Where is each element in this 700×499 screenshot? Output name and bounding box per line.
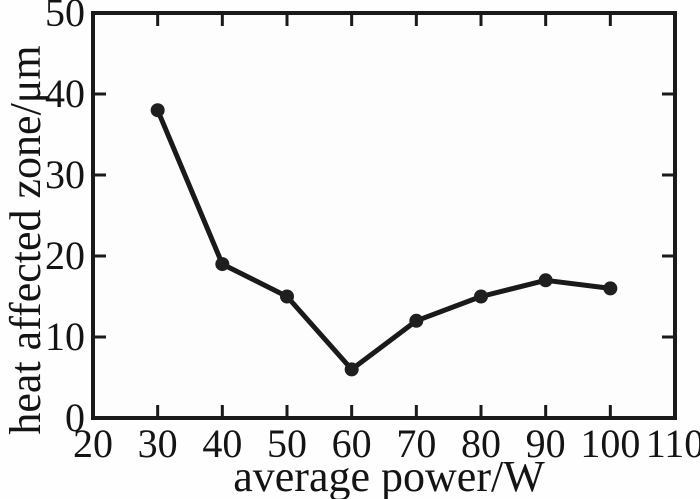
x-tick-label: 50 [267, 421, 307, 466]
data-point [409, 313, 424, 328]
data-point [538, 273, 553, 288]
data-point [474, 289, 488, 304]
plot-frame [91, 11, 677, 420]
y-tick-label: 20 [45, 233, 85, 278]
y-tick-label: 30 [45, 152, 85, 197]
y-axis-title: heat affected zone/μm [1, 45, 50, 434]
x-tick-label: 100 [580, 421, 640, 466]
x-tick-label: 30 [138, 421, 178, 466]
y-tick-label: 0 [65, 395, 85, 440]
x-tick-label: 60 [332, 421, 372, 466]
x-tick-label: 110 [646, 421, 700, 466]
data-point [150, 103, 165, 118]
y-tick-label: 50 [45, 0, 85, 35]
y-tick-label: 10 [45, 314, 85, 359]
x-tick-label: 40 [202, 421, 242, 466]
plot-layer: 20 30 40 50 60 70 80 90 100 110 0 10 20 30 40 50 [45, 0, 700, 466]
data-point [280, 289, 294, 304]
data-point [215, 257, 230, 272]
x-tick-label: 70 [396, 421, 436, 466]
data-point [344, 362, 359, 377]
x-tick-label: 80 [461, 421, 501, 466]
data-point [603, 281, 618, 296]
x-tick-label: 90 [526, 421, 566, 466]
x-axis-title: average power/W [233, 452, 545, 499]
data-line [155, 107, 613, 372]
y-tick-label: 40 [45, 71, 85, 116]
x-tick-label: 20 [73, 421, 113, 466]
